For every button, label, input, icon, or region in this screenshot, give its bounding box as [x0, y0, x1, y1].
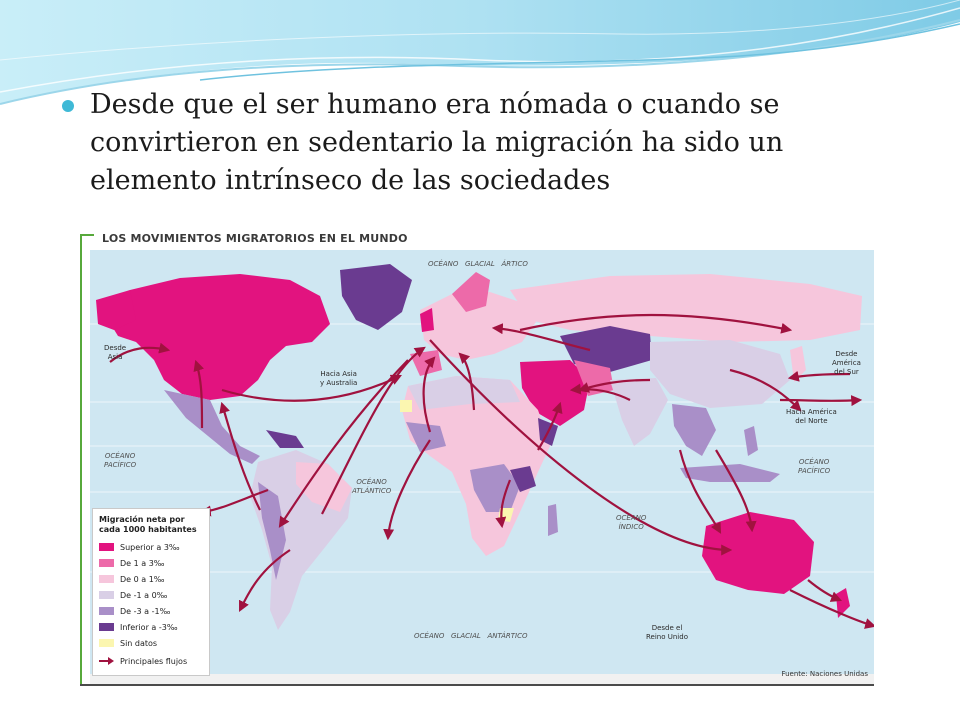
ocean-indico: OCÉANO ÍNDICO — [616, 514, 647, 531]
flow-us-to-asia — [221, 374, 402, 402]
philippines — [744, 426, 758, 456]
bullet-text: Desde que el ser humano era nómada o cua… — [90, 89, 784, 196]
flow-africa-to-southafrica — [495, 479, 512, 529]
flow-asia-to-australia — [715, 449, 757, 533]
flow-arrow-icon — [99, 657, 114, 665]
flow-eastafrica-to-gulf — [537, 401, 563, 451]
ocean-pacifico-west: OCÉANO PACÍFICO — [104, 452, 137, 469]
legend-label: De 1 a 3‰ — [120, 558, 165, 568]
ocean-atlantico: OCÉANO ATLÁNTICO — [352, 478, 392, 495]
map-source: Fuente: Naciones Unidas — [781, 670, 868, 678]
west-africa — [406, 422, 446, 452]
legend-label: De 0 a 1‰ — [120, 574, 165, 584]
map-accent-line — [80, 234, 82, 686]
india — [610, 378, 668, 446]
legend-swatch — [99, 591, 114, 599]
legend-item: Inferior a -3‰ — [99, 621, 178, 633]
legend-item: Sin datos — [99, 637, 157, 649]
legend-swatch — [99, 623, 114, 631]
russia — [510, 274, 862, 342]
antarctica — [90, 674, 874, 684]
legend-label: Principales flujos — [120, 656, 188, 666]
legend-label: De -1 a 0‰ — [120, 590, 168, 600]
legend-swatch — [99, 639, 114, 647]
central-asia — [560, 326, 652, 372]
flow-south-pacific — [789, 589, 874, 629]
label-desde-reino-unido: Desde el Reino Unido — [646, 624, 688, 641]
flow-africa-to-europe — [422, 356, 436, 433]
ocean-glacial-artico: OCÉANO GLACIAL ÁRTICO — [428, 260, 528, 268]
australia — [702, 512, 814, 594]
legend-item: De -1 a 0‰ — [99, 589, 167, 601]
flow-ca-to-us — [193, 359, 204, 429]
migration-flows — [109, 313, 874, 629]
map-graphic — [90, 250, 874, 684]
east-africa-block — [510, 466, 536, 492]
flow-asia-to-na — [109, 342, 171, 363]
label-hacia-america-norte: Hacia América del Norte — [786, 408, 837, 425]
legend-label: Sin datos — [120, 638, 158, 648]
ocean-pacifico-east: OCÉANO PACÍFICO — [798, 458, 831, 475]
legend-swatch — [99, 607, 114, 615]
south-america-west — [258, 482, 286, 580]
scandinavia — [452, 272, 490, 312]
flow-sa-america-east — [787, 370, 851, 382]
flow-east-asia-na — [779, 395, 863, 407]
legend-swatch — [99, 575, 114, 583]
flow-asia-to-europe — [491, 323, 591, 352]
legend-label: Superior a 3‰ — [120, 542, 180, 552]
china — [650, 340, 790, 408]
south-america-east — [296, 462, 352, 512]
legend-item: De 1 a 3‰ — [99, 557, 165, 569]
legend-swatch — [99, 543, 114, 551]
map-legend: Migración neta por cada 1000 habitantes … — [92, 508, 210, 676]
europe — [420, 292, 536, 360]
flow-asia-to-australia-2 — [678, 449, 722, 534]
legend-item: Superior a 3‰ — [99, 541, 180, 553]
map-title: LOS MOVIMIENTOS MIGRATORIOS EN EL MUNDO — [102, 232, 408, 245]
uk — [420, 308, 434, 332]
western-sahara — [400, 400, 412, 412]
legend-item: De -3 a -1‰ — [99, 605, 170, 617]
north-africa — [408, 376, 520, 410]
legend-label: De -3 a -1‰ — [120, 606, 171, 616]
flow-russia-loop — [519, 313, 793, 334]
greenland — [340, 264, 412, 330]
central-africa — [470, 464, 520, 512]
legend-item: De 0 a 1‰ — [99, 573, 165, 585]
iran — [574, 360, 614, 396]
flow-sa-to-us — [219, 401, 261, 511]
southeast-asia — [672, 404, 716, 456]
bullet-icon — [62, 100, 74, 112]
flow-europe-to-sa — [278, 359, 409, 528]
flow-africa-to-europe-2 — [458, 352, 476, 411]
ocean-glacial-antartico: OCÉANO GLACIAL ANTÁRTICO — [414, 632, 528, 640]
legend-title: Migración neta por cada 1000 habitantes — [99, 515, 197, 534]
flow-uk-to-australia — [429, 339, 733, 556]
flow-india-to-gulf — [569, 383, 631, 401]
alaska — [96, 290, 136, 330]
legend-item: Principales flujos — [99, 655, 187, 667]
flow-africa-west — [383, 439, 431, 541]
header-wave-decoration — [0, 0, 960, 105]
label-desde-asia: Desde Asia — [104, 344, 127, 361]
map-bottom-rule — [80, 684, 874, 686]
flow-china-to-na — [729, 368, 802, 412]
map-accent-bar — [80, 234, 94, 236]
madagascar — [548, 504, 558, 536]
label-hacia-asia-australia: Hacia Asia y Australia — [320, 370, 358, 387]
caribbean — [266, 430, 304, 448]
flow-australia-to-nz — [807, 579, 843, 602]
flow-sa-to-europe — [321, 346, 426, 515]
legend-swatch — [99, 559, 114, 567]
central-america — [164, 390, 260, 464]
legend-label: Inferior a -3‰ — [120, 622, 178, 632]
world-migration-map: LOS MOVIMIENTOS MIGRATORIOS EN EL MUNDO — [80, 224, 874, 686]
label-desde-america-sur: Desde América del Sur — [832, 350, 861, 376]
flow-sa-south — [239, 549, 291, 612]
north-america — [102, 274, 330, 400]
